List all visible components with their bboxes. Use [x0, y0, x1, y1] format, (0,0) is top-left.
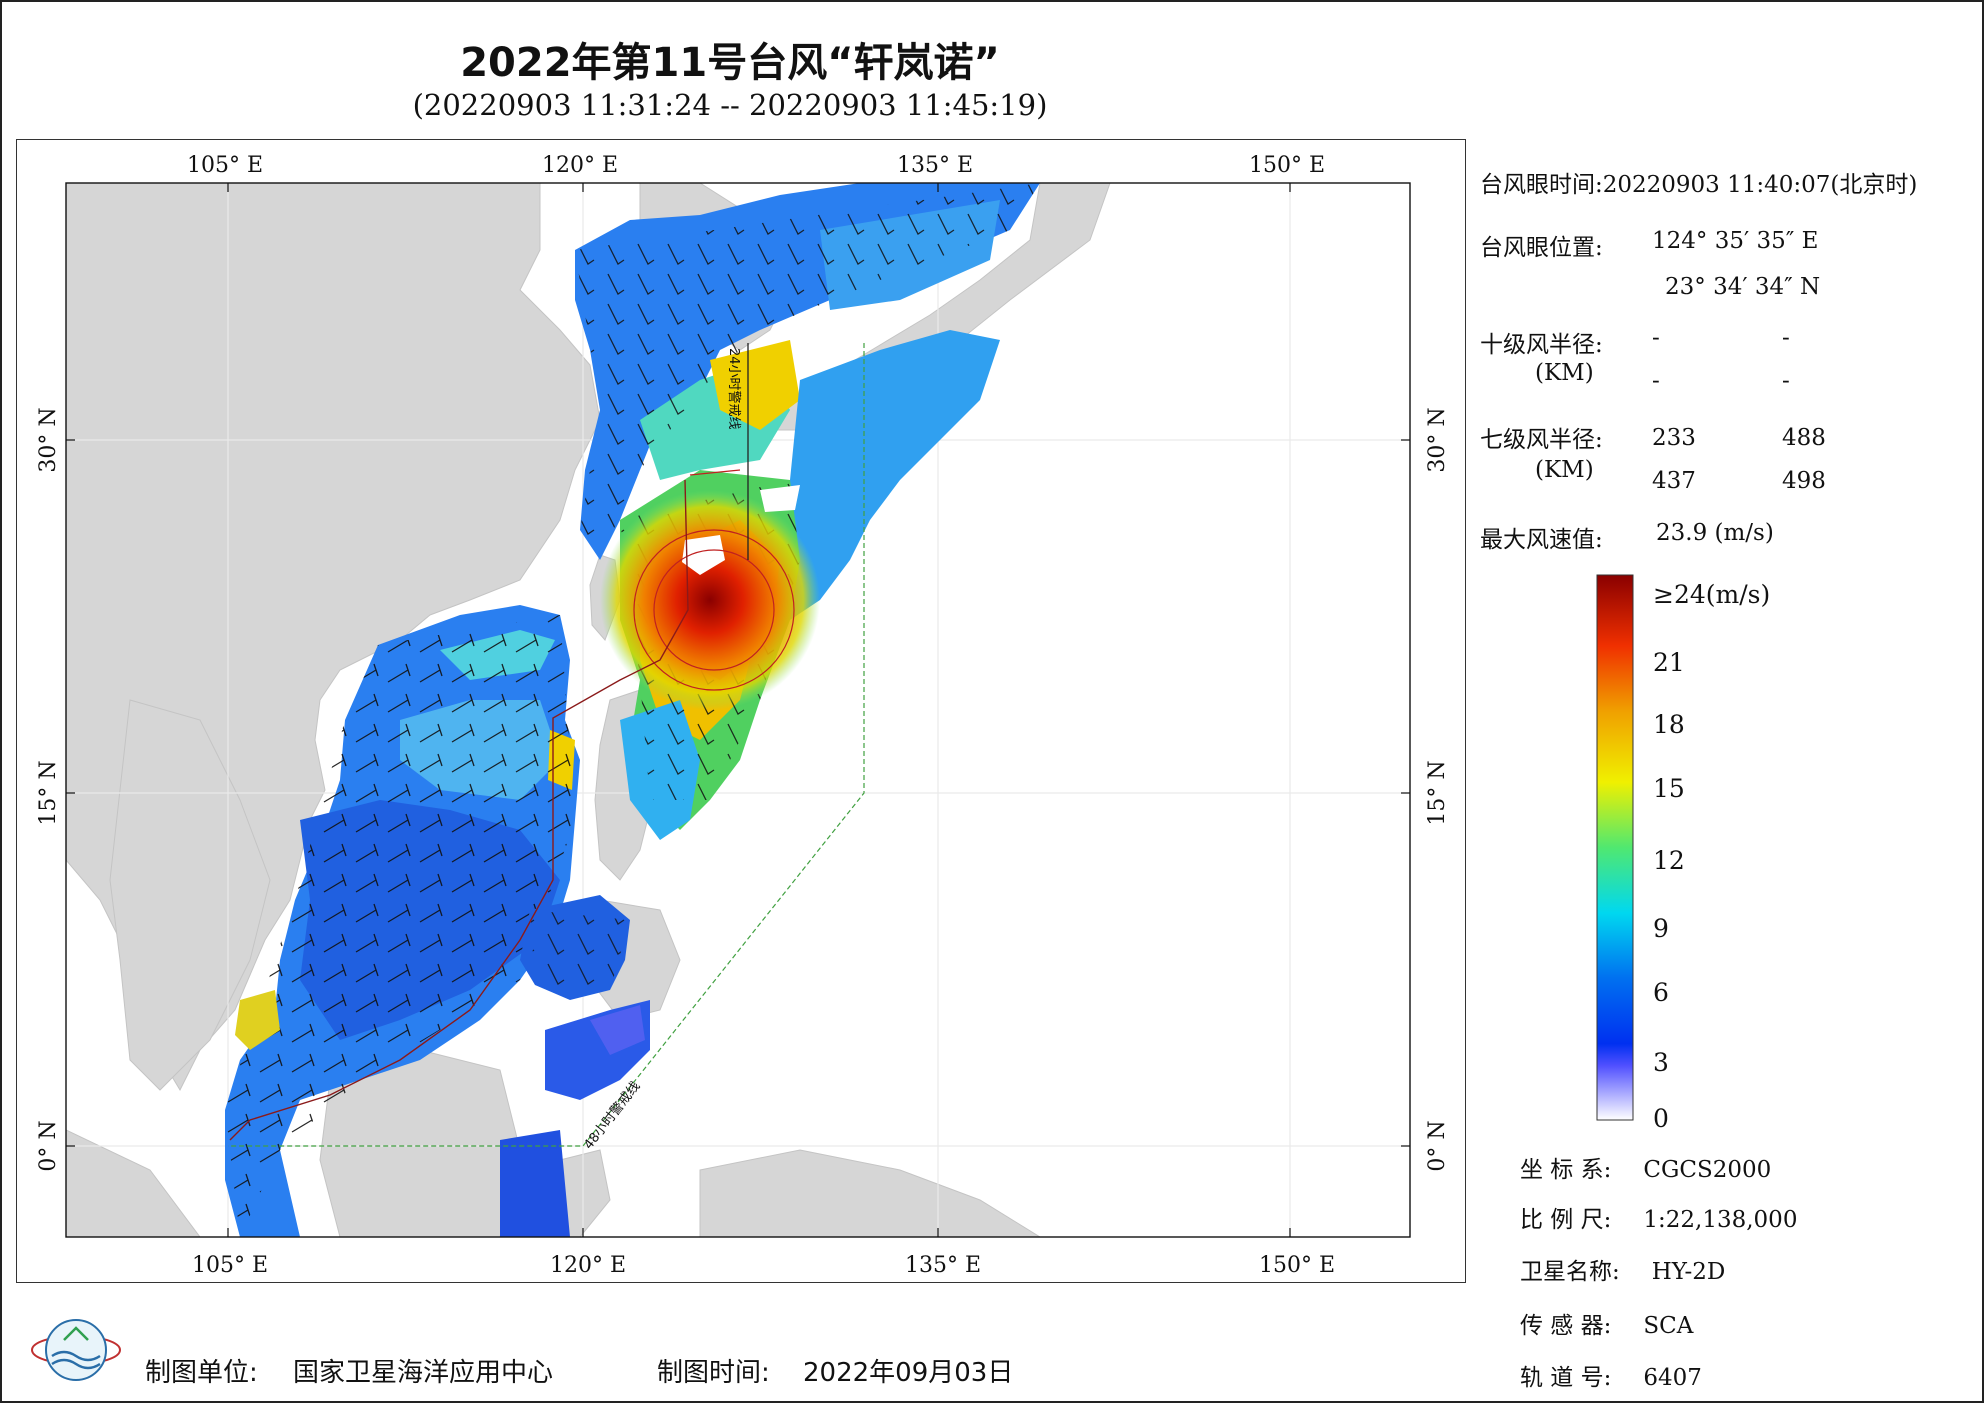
lat-label-right-30: 30° N	[1425, 407, 1450, 472]
orbit-value: 6407	[1643, 1365, 1702, 1391]
typhoon-track	[229, 479, 689, 1141]
r10-unit: (KM)	[1535, 360, 1594, 386]
map-title: 2022年第11号台风“轩岚诺”	[460, 40, 1000, 86]
eye-latitude: 23° 34′ 34″ N	[1665, 274, 1821, 300]
wind-radii-7	[633, 469, 795, 691]
colorbar-tick-12: 12	[1653, 846, 1685, 875]
land-masses	[66, 183, 1111, 1237]
colorbar-tick-18: 18	[1653, 710, 1685, 739]
wind-field-map: 105° E 120° E 135° E 150° E 105° E 120° …	[36, 153, 1450, 1278]
lat-label-left-0: 0° N	[36, 1120, 61, 1171]
colorbar-tick-6: 6	[1653, 978, 1669, 1007]
typhoon-core-high-winds	[600, 490, 820, 710]
wind-speed-colorbar	[1596, 574, 1634, 1121]
colorbar-top-label: ≥24(m/s)	[1653, 580, 1771, 609]
r10-value-ne: -	[1652, 325, 1660, 351]
r7-value-ne: 233	[1652, 425, 1696, 451]
r7-value-nw: 498	[1782, 468, 1826, 494]
sensor-row: 传 感 器: SCA	[1520, 1306, 1693, 1340]
warning-line-48h	[228, 343, 865, 1147]
lat-label-left-15: 15° N	[36, 760, 61, 825]
r10-value-sw: -	[1652, 368, 1660, 394]
lat-label-right-0: 0° N	[1425, 1120, 1450, 1171]
colorbar-tick-9: 9	[1653, 914, 1669, 943]
lat-label-left-30: 30° N	[36, 407, 61, 472]
r7-label: 七级风半径:	[1480, 427, 1603, 453]
eye-time-row: 台风眼时间:20220903 11:40:07(北京时)	[1480, 165, 1917, 199]
lon-label-bottom-105: 105° E	[192, 1253, 268, 1278]
lon-label-bottom-150: 150° E	[1259, 1253, 1335, 1278]
satellite-value: HY-2D	[1651, 1259, 1726, 1285]
eye-time-value: 20220903 11:40:07(北京时)	[1602, 172, 1918, 198]
colorbar-tick-0: 0	[1653, 1104, 1669, 1133]
org-value: 国家卫星海洋应用中心	[293, 1358, 554, 1388]
r7-value-sw: 437	[1652, 468, 1696, 494]
wind-swath-sulawesi-sea	[500, 895, 650, 1237]
orbit-row: 轨 道 号: 6407	[1520, 1358, 1702, 1392]
r10-label: 十级风半径:	[1480, 332, 1603, 358]
crs-row: 坐 标 系: CGCS2000	[1520, 1150, 1771, 1184]
colorbar-tick-3: 3	[1653, 1048, 1669, 1077]
lon-label-top-135: 135° E	[897, 153, 973, 178]
satellite-row: 卫星名称: HY-2D	[1520, 1252, 1725, 1286]
colorbar-tick-15: 15	[1653, 774, 1685, 803]
lon-label-top-150: 150° E	[1249, 153, 1325, 178]
eye-position-label: 台风眼位置:	[1480, 235, 1603, 261]
r7-value-se: 488	[1782, 425, 1826, 451]
crs-label: 坐 标 系:	[1520, 1157, 1612, 1183]
date-value: 2022年09月03日	[803, 1358, 1014, 1388]
lon-label-bottom-120: 120° E	[550, 1253, 626, 1278]
max-wind-label: 最大风速值:	[1480, 527, 1603, 553]
scale-row: 比 例 尺: 1:22,138,000	[1520, 1200, 1797, 1234]
scale-value: 1:22,138,000	[1643, 1207, 1798, 1233]
date-label: 制图时间:	[657, 1358, 770, 1388]
warning-24h-label: 24小时警戒线	[726, 348, 742, 430]
land-new-guinea	[699, 1149, 1041, 1237]
sensor-value: SCA	[1643, 1313, 1694, 1339]
r10-value-nw: -	[1782, 368, 1790, 394]
nsoas-logo	[31, 1319, 121, 1381]
orbit-label: 轨 道 号:	[1520, 1365, 1612, 1391]
satellite-label: 卫星名称:	[1520, 1259, 1620, 1285]
axis-ticks	[66, 183, 1410, 1237]
map-frame	[16, 139, 1466, 1283]
map-subtitle: (20220903 11:31:24 -- 20220903 11:45:19)	[412, 88, 1048, 122]
org-label: 制图单位:	[145, 1358, 258, 1388]
lon-label-bottom-135: 135° E	[905, 1253, 981, 1278]
sensor-label: 传 感 器:	[1520, 1313, 1612, 1339]
eye-longitude: 124° 35′ 35″ E	[1652, 228, 1819, 254]
lat-label-right-15: 15° N	[1425, 760, 1450, 825]
lon-label-top-105: 105° E	[187, 153, 263, 178]
eye-time-label: 台风眼时间:	[1480, 172, 1603, 198]
land-sumatra	[66, 1129, 201, 1237]
max-wind-value: 23.9 (m/s)	[1656, 520, 1774, 546]
map-border	[65, 182, 1411, 1238]
wind-swath-west	[225, 605, 580, 1237]
crs-value: CGCS2000	[1643, 1157, 1772, 1183]
lon-label-top-120: 120° E	[542, 153, 618, 178]
colorbar-tick-21: 21	[1653, 648, 1685, 677]
scale-label: 比 例 尺:	[1520, 1207, 1612, 1233]
r7-unit: (KM)	[1535, 457, 1594, 483]
land-indochina	[109, 699, 271, 1091]
wind-swath-east	[575, 183, 1040, 840]
r10-value-se: -	[1782, 325, 1790, 351]
